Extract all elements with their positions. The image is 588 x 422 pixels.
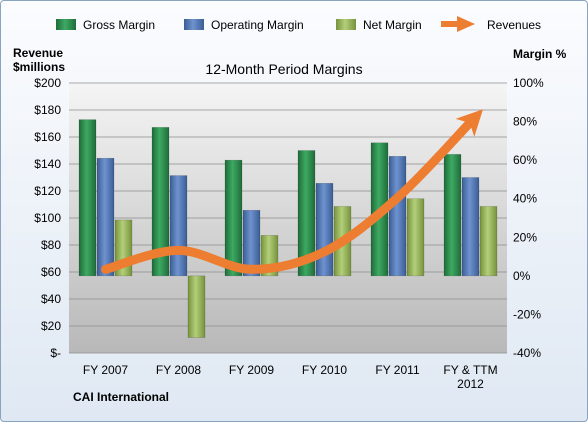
left-tick-label: $20 bbox=[41, 319, 61, 333]
category-labels: FY 2007 FY 2008 FY 2009 FY 2010 FY 2011 FY & … bbox=[83, 363, 498, 391]
left-tick-label: $80 bbox=[41, 238, 61, 252]
bars-group bbox=[78, 119, 498, 338]
company-name: CAI International bbox=[73, 390, 169, 404]
left-tick-label: $160 bbox=[34, 130, 61, 144]
right-tick-label: 80% bbox=[513, 115, 537, 129]
gross-margin-bar bbox=[151, 127, 170, 277]
left-axis-label-line2: $millions bbox=[13, 60, 65, 74]
gross-margin-bar bbox=[297, 150, 316, 277]
operating-margin-bar bbox=[315, 183, 334, 277]
legend-label-revenues: Revenues bbox=[487, 18, 541, 32]
gridlines bbox=[69, 82, 507, 354]
left-axis-label-line1: Revenue bbox=[13, 46, 63, 60]
legend-swatch-operating-margin bbox=[184, 19, 204, 30]
legend-arrowhead-revenues bbox=[457, 16, 475, 32]
gross-margin-bar bbox=[78, 119, 97, 277]
category-label-line2: 2012 bbox=[457, 377, 484, 391]
left-axis-ticks: $- $20 $40 $60 $80 $100 $120 $140 $160 $180 $200 bbox=[34, 76, 61, 360]
legend: Gross Margin Operating Margin Net Margin… bbox=[56, 16, 541, 32]
right-tick-label: -40% bbox=[513, 346, 541, 360]
gross-margin-bar bbox=[224, 159, 243, 277]
right-tick-label: 20% bbox=[513, 230, 537, 244]
legend-label-net-margin: Net Margin bbox=[363, 18, 422, 32]
left-tick-label: $200 bbox=[34, 76, 61, 90]
legend-label-operating-margin: Operating Margin bbox=[211, 18, 304, 32]
right-tick-label: 60% bbox=[513, 153, 537, 167]
right-tick-label: -20% bbox=[513, 307, 541, 321]
right-tick-label: 0% bbox=[513, 269, 531, 283]
category-label: FY & TTM bbox=[443, 363, 497, 377]
net-margin-bar bbox=[479, 206, 498, 277]
operating-margin-bar bbox=[169, 175, 188, 277]
operating-margin-bar bbox=[96, 157, 115, 277]
left-tick-label: $60 bbox=[41, 265, 61, 279]
right-tick-label: 40% bbox=[513, 192, 537, 206]
legend-swatch-net-margin bbox=[336, 19, 356, 30]
right-axis-label: Margin % bbox=[513, 47, 567, 61]
legend-label-gross-margin: Gross Margin bbox=[83, 18, 155, 32]
operating-margin-bar bbox=[242, 210, 261, 277]
right-tick-label: 100% bbox=[513, 76, 544, 90]
operating-margin-bar bbox=[388, 156, 407, 277]
category-label: FY 2011 bbox=[375, 363, 420, 377]
left-tick-label: $180 bbox=[34, 103, 61, 117]
operating-margin-bar bbox=[461, 177, 480, 277]
left-tick-label: $- bbox=[50, 346, 61, 360]
left-tick-label: $140 bbox=[34, 157, 61, 171]
category-label: FY 2007 bbox=[83, 363, 128, 377]
revenues-line bbox=[101, 109, 484, 274]
gross-margin-bar bbox=[443, 154, 462, 277]
category-label: FY 2008 bbox=[156, 363, 201, 377]
net-margin-bar bbox=[187, 275, 206, 338]
chart-title: 12-Month Period Margins bbox=[205, 61, 362, 77]
left-tick-label: $100 bbox=[34, 211, 61, 225]
right-axis-ticks: -40% -20% 0% 20% 40% 60% 80% 100% bbox=[513, 76, 544, 360]
category-label: FY 2010 bbox=[302, 363, 347, 377]
category-label: FY 2009 bbox=[229, 363, 274, 377]
left-tick-label: $40 bbox=[41, 292, 61, 306]
left-tick-label: $120 bbox=[34, 184, 61, 198]
legend-swatch-gross-margin bbox=[56, 19, 76, 30]
net-margin-bar bbox=[406, 198, 425, 277]
